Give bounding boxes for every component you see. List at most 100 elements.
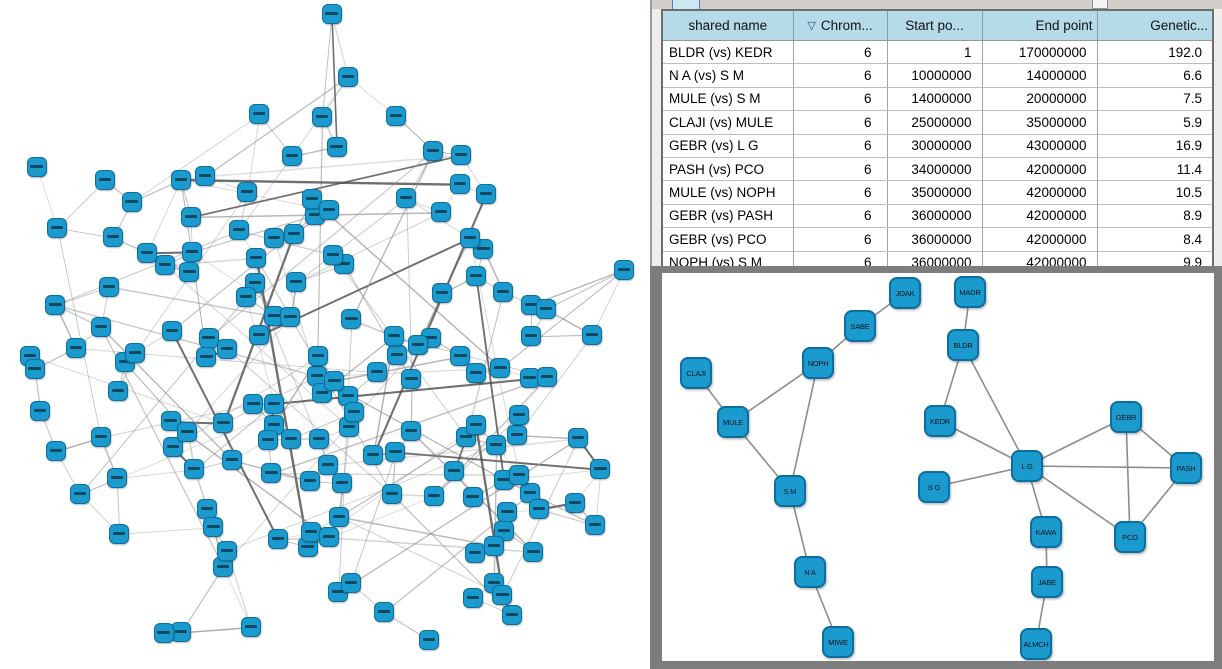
network-node[interactable]	[519, 368, 540, 389]
network-node[interactable]	[450, 346, 471, 367]
network-node[interactable]	[462, 487, 483, 508]
network-node[interactable]	[449, 174, 470, 195]
column-header-end-point[interactable]: End point	[981, 9, 1098, 41]
network-node[interactable]	[125, 342, 146, 363]
network-node[interactable]	[196, 346, 217, 367]
network-node[interactable]	[521, 326, 542, 347]
network-node[interactable]	[264, 393, 285, 414]
network-node[interactable]	[483, 535, 504, 556]
network-node[interactable]	[136, 242, 157, 263]
network-node[interactable]	[153, 623, 174, 644]
network-node[interactable]	[280, 307, 301, 328]
network-node[interactable]	[431, 283, 452, 304]
network-node[interactable]	[317, 454, 338, 475]
network-node[interactable]	[257, 429, 278, 450]
network-node[interactable]	[585, 515, 606, 536]
network-node[interactable]	[337, 66, 358, 87]
network-node[interactable]	[506, 425, 527, 446]
network-node[interactable]	[184, 459, 205, 480]
graph-node-kedr[interactable]: KEDR	[924, 405, 956, 437]
network-node[interactable]	[323, 244, 344, 265]
column-header-shared-name[interactable]: shared name	[661, 9, 794, 41]
table-row[interactable]: GEBR (vs) L G 6 30000000 43000000 16.9	[661, 133, 1214, 158]
network-node[interactable]	[381, 483, 402, 504]
graph-node-l-g[interactable]: L G	[1011, 450, 1043, 482]
subnetwork-canvas[interactable]: JOAK MADR SABE BLDR NOPH CLAJI MULE KEDR GEBR L G…	[662, 273, 1214, 661]
network-node[interactable]	[106, 468, 127, 489]
network-node[interactable]	[181, 241, 202, 262]
network-node[interactable]	[98, 276, 119, 297]
graph-node-claji[interactable]: CLAJI	[680, 357, 712, 389]
network-node[interactable]	[400, 421, 421, 442]
network-node[interactable]	[24, 358, 45, 379]
graph-node-s-m[interactable]: S M	[774, 475, 806, 507]
network-node[interactable]	[519, 483, 540, 504]
network-node[interactable]	[396, 188, 417, 208]
table-row[interactable]: BLDR (vs) KEDR 6 1 170000000 192.0	[661, 39, 1214, 65]
network-node[interactable]	[341, 309, 362, 330]
network-node[interactable]	[367, 362, 387, 383]
network-node[interactable]	[161, 320, 182, 341]
filter-icon[interactable]: ▽	[807, 20, 816, 32]
graph-node-pco[interactable]: PCO	[1114, 521, 1146, 553]
network-node[interactable]	[179, 261, 200, 282]
graph-node-n-a[interactable]: N A	[794, 556, 826, 588]
network-node[interactable]	[311, 106, 332, 127]
graph-node-noph[interactable]: NOPH	[802, 347, 834, 379]
table-row[interactable]: PASH (vs) PCO 6 34000000 42000000 11.4	[661, 156, 1214, 182]
network-node[interactable]	[401, 369, 422, 390]
network-node[interactable]	[102, 227, 123, 248]
network-node[interactable]	[309, 428, 330, 449]
network-node[interactable]	[430, 202, 451, 223]
network-node[interactable]	[537, 366, 558, 387]
graph-node-pash[interactable]: PASH	[1170, 452, 1202, 484]
network-node[interactable]	[324, 370, 345, 391]
network-node[interactable]	[385, 442, 406, 463]
network-node[interactable]	[475, 184, 496, 205]
network-node[interactable]	[45, 294, 66, 315]
network-node[interactable]	[486, 434, 507, 455]
network-node[interactable]	[340, 573, 361, 594]
graph-node-s-g[interactable]: S G	[918, 471, 950, 503]
network-node[interactable]	[509, 464, 530, 485]
network-node[interactable]	[321, 3, 342, 24]
network-node[interactable]	[497, 502, 518, 523]
network-node[interactable]	[564, 492, 585, 513]
network-node[interactable]	[590, 459, 611, 480]
network-node[interactable]	[308, 346, 329, 367]
column-header-chromosome[interactable]: ▽ Chrom...	[792, 9, 888, 41]
overview-network-panel[interactable]	[0, 0, 650, 669]
network-node[interactable]	[299, 470, 320, 491]
network-node[interactable]	[301, 189, 322, 210]
network-node[interactable]	[344, 402, 365, 423]
network-node[interactable]	[466, 363, 487, 384]
network-node[interactable]	[249, 104, 270, 125]
network-node[interactable]	[374, 602, 395, 623]
network-node[interactable]	[263, 227, 284, 248]
network-node[interactable]	[213, 413, 234, 434]
network-node[interactable]	[423, 140, 444, 161]
network-node[interactable]	[90, 427, 111, 448]
network-node[interactable]	[47, 218, 68, 239]
network-node[interactable]	[568, 428, 589, 449]
network-node[interactable]	[221, 449, 242, 470]
network-node[interactable]	[177, 422, 198, 443]
network-node[interactable]	[462, 587, 483, 608]
network-node[interactable]	[228, 220, 249, 241]
network-node[interactable]	[90, 316, 111, 337]
network-node[interactable]	[108, 380, 129, 401]
network-node[interactable]	[385, 105, 406, 126]
network-node[interactable]	[240, 617, 261, 638]
network-node[interactable]	[363, 445, 384, 466]
network-node[interactable]	[194, 166, 215, 187]
network-node[interactable]	[465, 266, 486, 287]
network-node[interactable]	[95, 170, 116, 191]
network-node[interactable]	[70, 484, 91, 505]
table-row[interactable]: GEBR (vs) PCO 6 36000000 42000000 8.4	[661, 227, 1214, 252]
column-header-start-position[interactable]: Start po...	[886, 9, 983, 41]
table-row[interactable]: MULE (vs) NOPH 6 35000000 42000000 10.5	[661, 180, 1214, 205]
network-node[interactable]	[65, 337, 86, 358]
network-node[interactable]	[328, 506, 349, 527]
network-node[interactable]	[46, 441, 67, 462]
network-node[interactable]	[523, 541, 544, 562]
